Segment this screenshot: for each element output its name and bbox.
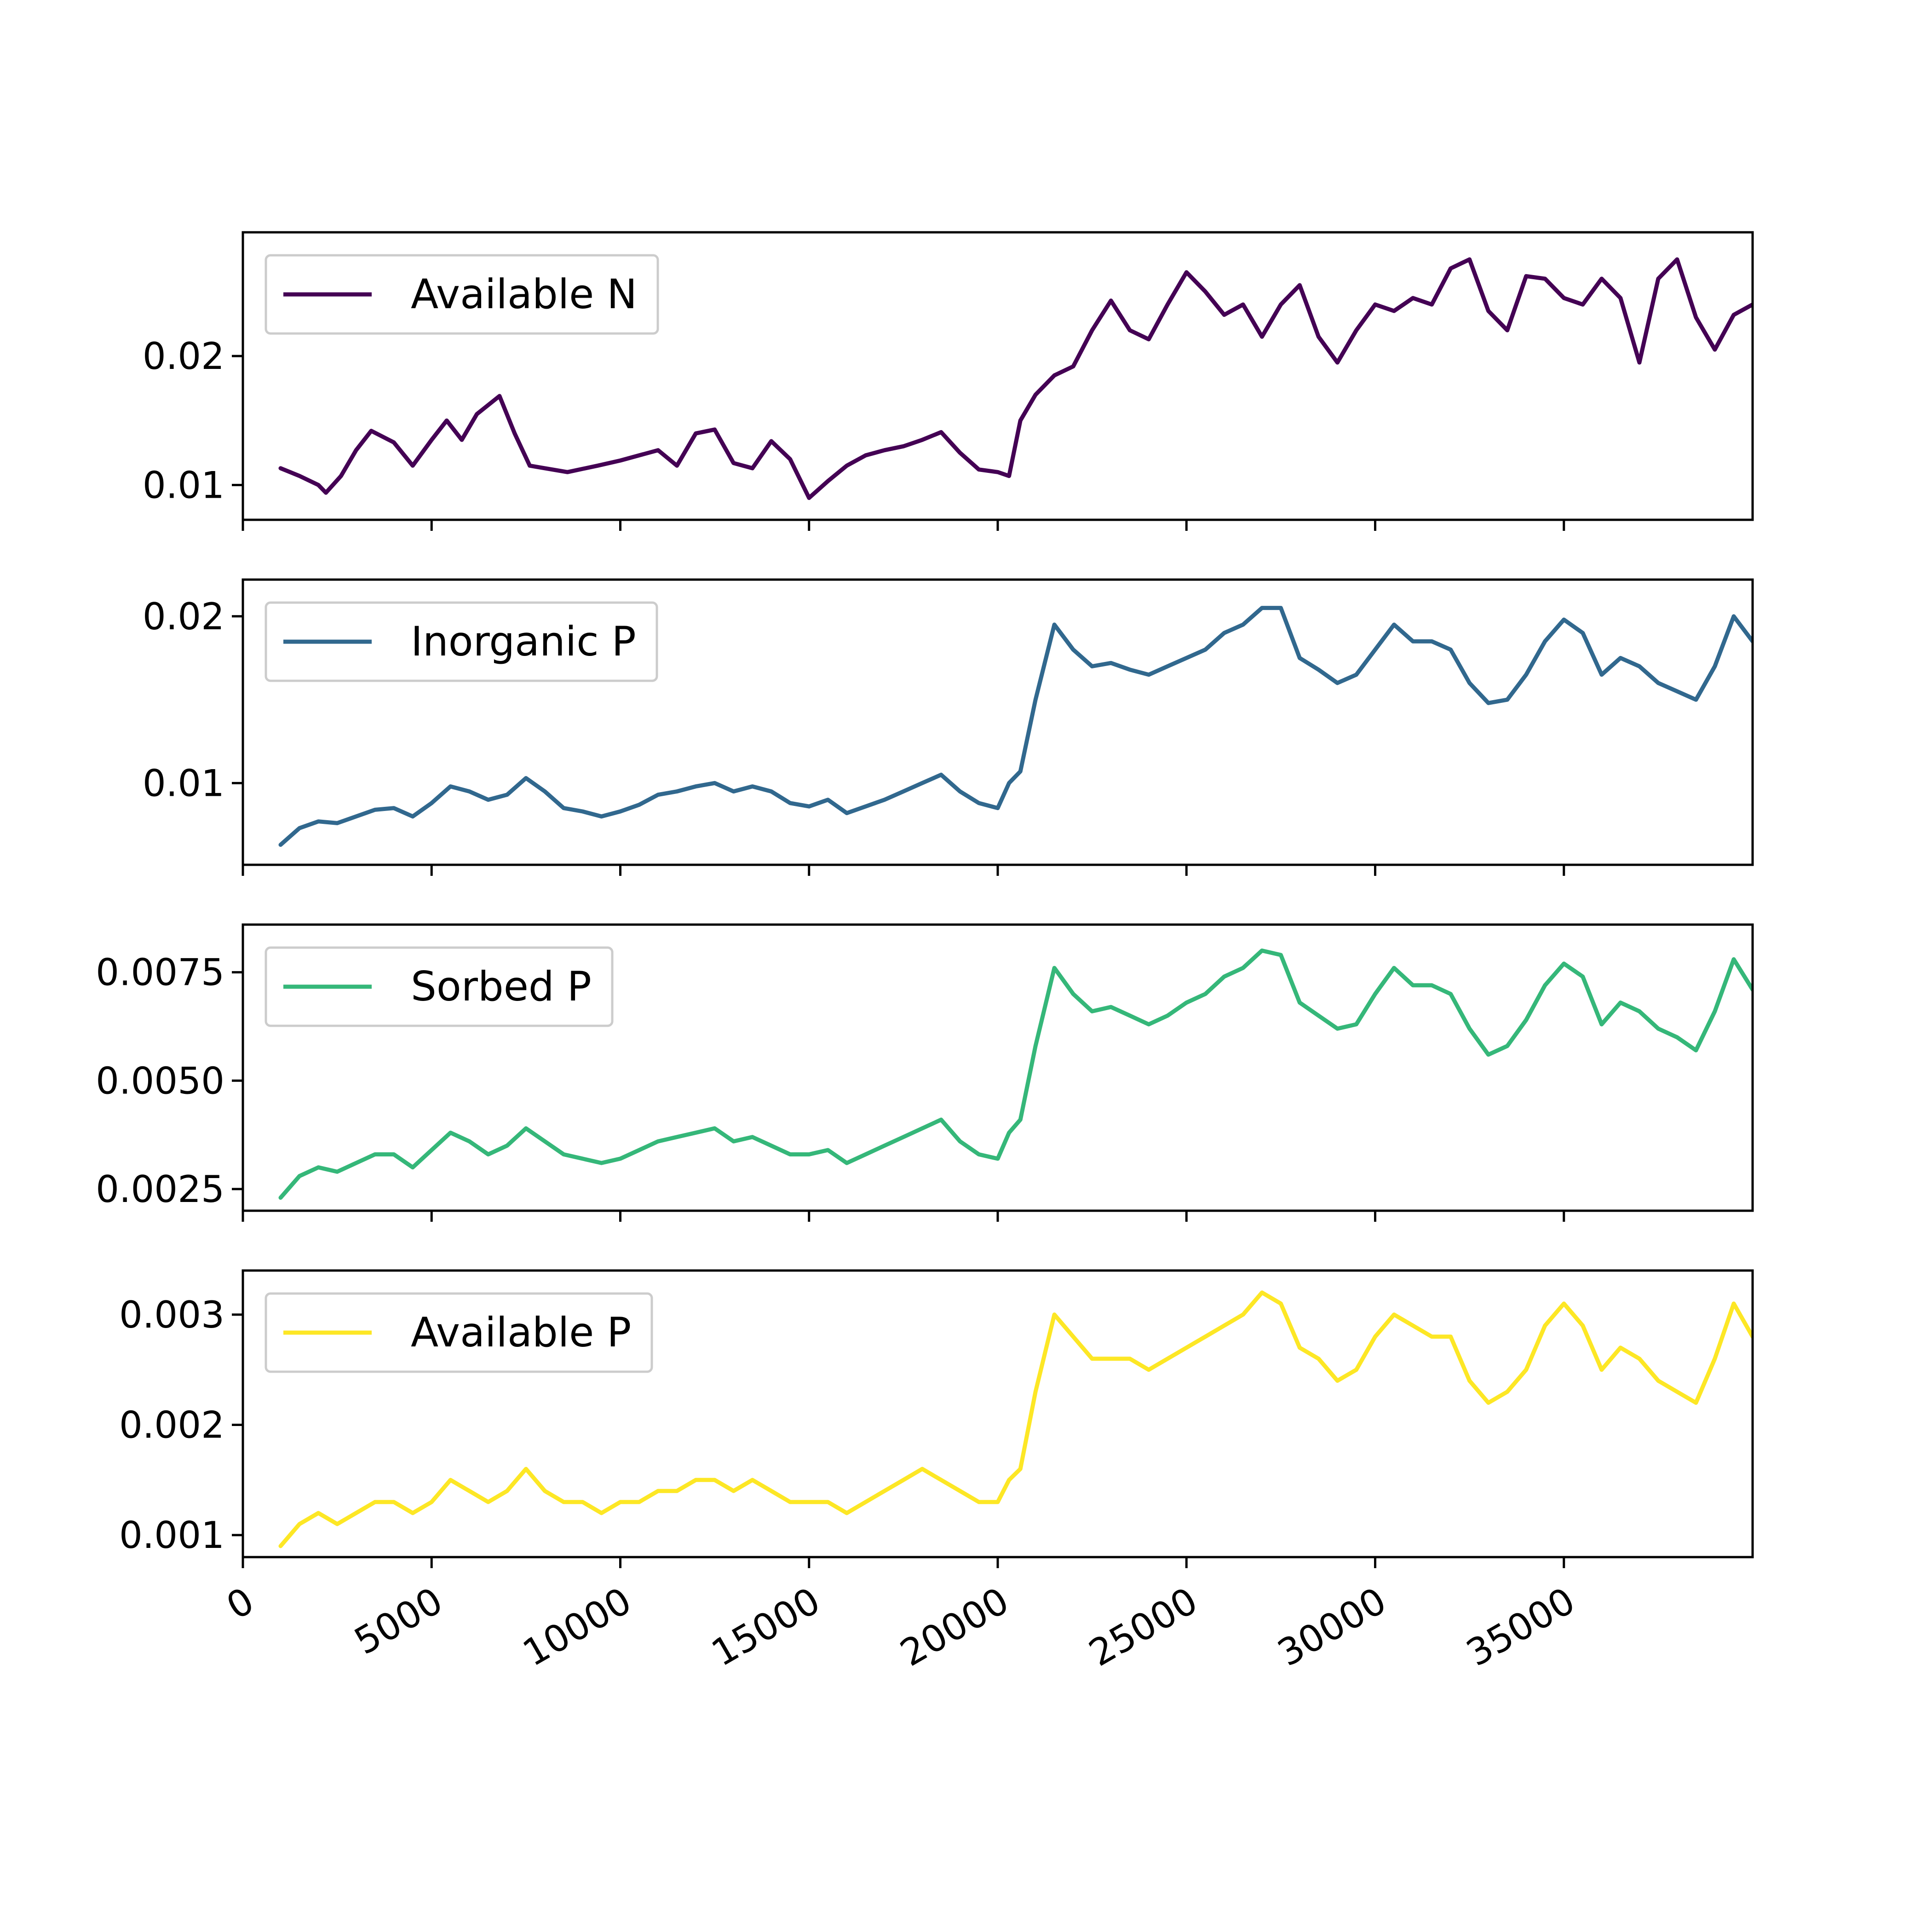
legend-box [264,946,614,1027]
y-tick-label: 0.0050 [96,1059,224,1102]
y-tick-label: 0.002 [119,1403,224,1446]
series-line-4 [278,1290,1753,1548]
y-tick-label: 0.01 [143,464,224,506]
series-line-3 [278,949,1753,1200]
y-tick-label: 0.02 [143,335,224,378]
subplot-2: 0.01 0.02 Inorganic P [143,578,1754,876]
subplot-3: 0.0025 0.0050 0.0075 Sorbed P [96,923,1754,1222]
legend-label: Available N [411,270,637,318]
y-tick-label: 0.01 [143,762,224,805]
legend-box [264,254,659,335]
legend: Inorganic P [264,601,658,682]
y-tick-label: 0.02 [143,595,224,638]
y-tick-label: 0.001 [119,1514,224,1557]
legend-label: Sorbed P [411,963,592,1010]
legend-label: Available P [411,1309,631,1356]
y-tick-label: 0.0025 [96,1168,224,1211]
y-tick-label: 0.0075 [96,951,224,994]
legend: Available N [264,254,659,335]
legend: Sorbed P [264,946,614,1027]
legend-label: Inorganic P [411,618,636,665]
legend-box [264,601,658,682]
legend-box [264,1292,653,1373]
series-line-2 [278,606,1753,847]
series-line-1 [278,257,1753,500]
subplot-1: 0.01 0.02 Available N [143,231,1754,531]
y-tick-label: 0.003 [119,1294,224,1336]
legend: Available P [264,1292,653,1373]
